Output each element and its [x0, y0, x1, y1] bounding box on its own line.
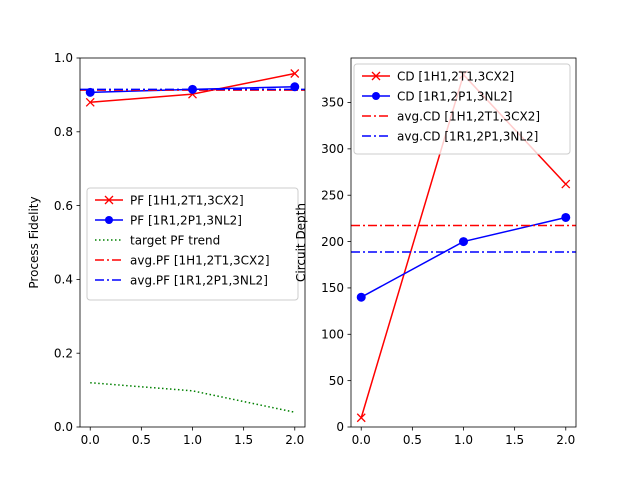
y-tick-label: 150 — [321, 281, 344, 295]
legend-label: avg.CD [1R1,2P1,3NL2] — [397, 130, 538, 144]
legend-box — [353, 63, 571, 155]
x-tick-label: 1.0 — [183, 433, 202, 447]
legend-swatch-marker — [371, 71, 381, 81]
y-tick-label: 350 — [321, 96, 344, 110]
x-tick-label: 2.0 — [556, 433, 575, 447]
x-tick-label: 0.0 — [352, 433, 371, 447]
x-tick-label: 1.0 — [454, 433, 473, 447]
legend: PF [1H1,2T1,3CX2] PF [1R1,2P1,3NL2] target… — [86, 187, 299, 301]
data-point-marker — [459, 237, 468, 247]
data-point-marker — [561, 212, 571, 222]
data-point-marker — [188, 84, 197, 94]
y-tick-label: 100 — [321, 327, 344, 341]
data-point-marker — [356, 413, 366, 423]
data-point-marker — [85, 87, 95, 97]
legend-label: CD [1H1,2T1,3CX2] — [397, 70, 514, 84]
y-tick-label: 300 — [321, 142, 344, 156]
legend-label: PF [1R1,2P1,3NL2] — [130, 214, 242, 228]
legend-swatch-marker — [105, 216, 113, 224]
process-fidelity-chart: 0.0 0.5 1.0 1.5 2.0 0.0 0.2 0.4 0.6 0.8 1.0 Process… — [27, 51, 306, 447]
y-tick-label: 50 — [329, 374, 344, 388]
data-point-marker — [85, 97, 95, 107]
data-point-marker — [356, 292, 366, 302]
y-tick-label: 0.6 — [54, 199, 73, 213]
circuit-depth-chart: 0.0 0.5 1.0 1.5 2.0 0 50 100 150 200 250 300 350 Circ… — [294, 57, 577, 447]
legend-label: avg.PF [1H1,2T1,3CX2] — [130, 254, 270, 268]
y-tick-label: 0.0 — [54, 420, 73, 434]
y-tick-label: 0.4 — [54, 273, 73, 287]
x-tick-label: 0.5 — [403, 433, 422, 447]
legend-label: CD [1R1,2P1,3NL2] — [397, 90, 512, 104]
data-point-marker — [561, 179, 571, 189]
y-tick-label: 0 — [336, 420, 344, 434]
data-point-marker — [290, 82, 300, 92]
data-point-marker — [290, 69, 300, 78]
x-tick-label: 0.0 — [81, 433, 100, 447]
x-tick-label: 1.5 — [234, 433, 253, 447]
y-axis-label: Process Fidelity — [27, 196, 41, 288]
legend: CD [1H1,2T1,3CX2] CD [1R1,2P1,3NL2] avg.CD… — [353, 63, 571, 155]
series-line — [90, 381, 295, 413]
axes-frame — [79, 57, 306, 428]
y-axis-label: Circuit Depth — [294, 203, 308, 282]
y-tick-label: 0.8 — [54, 125, 73, 139]
legend-swatch-marker — [104, 195, 114, 205]
y-tick-label: 0.2 — [54, 346, 73, 360]
axes-frame — [350, 57, 577, 428]
legend-label: PF [1H1,2T1,3CX2] — [130, 194, 244, 208]
legend-label: target PF trend — [130, 234, 220, 248]
y-tick-label: 200 — [321, 235, 344, 249]
legend-swatch-marker — [372, 92, 380, 100]
x-tick-label: 1.5 — [505, 433, 524, 447]
legend-label: avg.PF [1R1,2P1,3NL2] — [130, 274, 268, 288]
legend-label: avg.CD [1H1,2T1,3CX2] — [397, 110, 540, 124]
legend-box — [86, 187, 299, 301]
x-tick-label: 0.5 — [132, 433, 151, 447]
y-tick-label: 250 — [321, 188, 344, 202]
x-tick-label: 2.0 — [285, 433, 304, 447]
y-tick-label: 1.0 — [54, 51, 73, 65]
